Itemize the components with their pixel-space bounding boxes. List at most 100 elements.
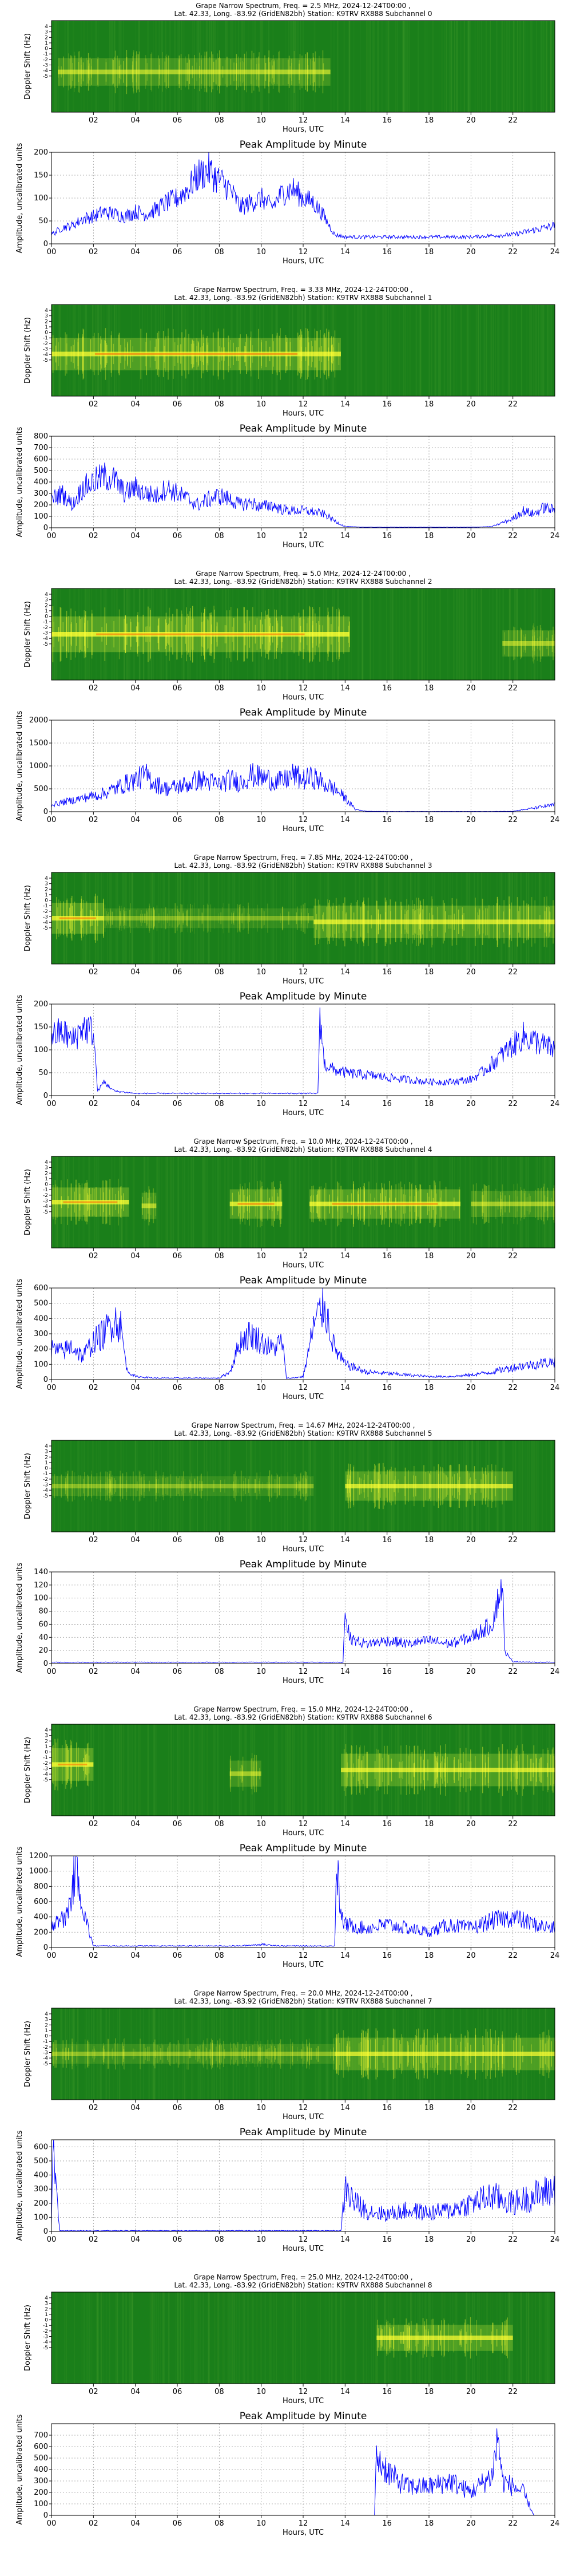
spectrogram-x-tick-label: 18: [424, 2104, 434, 2112]
spectrogram-signal-streak: [236, 1476, 237, 1496]
spectrogram-y-tick-label: 3: [45, 2017, 48, 2023]
amplitude-x-tick-label: 00: [47, 1668, 57, 1676]
spectrogram-signal-streak: [264, 911, 265, 925]
spectrogram-texture: [96, 305, 97, 396]
spectrogram-texture: [292, 21, 294, 112]
spectrogram-y-label: Doppler Shift (Hz): [23, 317, 32, 384]
spectrogram-texture: [252, 1440, 254, 1532]
spectrogram-texture: [403, 305, 404, 396]
spectrogram-texture: [69, 2008, 70, 2100]
spectrogram-texture: [483, 305, 485, 396]
spectrogram-signal-streak: [181, 1481, 182, 1491]
spectrogram-signal-streak: [61, 1474, 62, 1498]
spectrogram-texture: [390, 588, 391, 680]
spectrogram-texture: [449, 305, 451, 396]
spectrogram-texture: [456, 21, 458, 112]
spectrogram-texture: [226, 2008, 227, 2100]
spectrogram-texture: [288, 1156, 291, 1248]
spectrogram-texture: [184, 21, 185, 112]
spectrogram-texture: [288, 2008, 290, 2100]
spectrogram-texture: [173, 1724, 174, 1816]
spectrogram-texture: [409, 305, 411, 396]
spectrogram-texture: [442, 21, 443, 112]
spectrogram-y-tick-label: 1: [45, 2028, 48, 2034]
spectrogram-texture: [287, 1440, 289, 1532]
spectrogram-texture: [475, 305, 477, 396]
spectrogram-signal-streak: [257, 904, 258, 932]
spectrogram-texture: [208, 872, 210, 964]
spectrogram-texture: [63, 1440, 65, 1532]
spectrogram-signal-streak: [54, 1474, 55, 1498]
spectrogram-texture: [249, 872, 251, 964]
spectrogram-texture: [115, 2292, 117, 2384]
spectrogram-signal-streak: [110, 1479, 112, 1494]
spectrogram-texture: [490, 305, 491, 396]
spectrogram-texture: [170, 1724, 172, 1816]
spectrogram-texture: [387, 872, 390, 964]
amplitude-x-label: Hours, UTC: [283, 257, 324, 266]
spectrogram-texture: [54, 21, 56, 112]
spectrogram-texture: [535, 588, 537, 680]
spectrogram-texture: [232, 872, 234, 964]
spectrogram-signal-core: [58, 69, 331, 74]
spectrogram-x-tick-label: 02: [89, 2104, 98, 2112]
amplitude-x-tick-label: 20: [466, 532, 476, 540]
spectrogram-texture: [406, 21, 407, 112]
amplitude-x-tick-label: 22: [508, 532, 518, 540]
spectrogram-signal-streak: [301, 2049, 302, 2059]
spectrogram-texture: [507, 872, 509, 964]
amplitude-x-tick-label: 02: [89, 1100, 98, 1108]
spectrogram-texture: [503, 21, 506, 112]
spectrogram-texture: [236, 2292, 237, 2384]
spectrogram-texture: [130, 2292, 132, 2384]
spectrogram-texture: [233, 2008, 234, 2100]
amplitude-y-tick-label: 200: [34, 1000, 48, 1009]
spectrogram-texture: [171, 1156, 172, 1248]
amplitude-x-tick-label: 02: [89, 1951, 98, 1960]
spectrogram-y-tick-label: 0: [45, 2318, 48, 2324]
spectrogram-signal-streak: [179, 1476, 181, 1496]
spectrogram-texture: [373, 21, 375, 112]
spectrogram-texture: [110, 305, 112, 396]
spectrogram-texture: [189, 1440, 190, 1532]
spectrogram-texture: [454, 21, 455, 112]
amplitude-y-tick-label: 200: [34, 1928, 48, 1937]
spectrogram-texture: [316, 305, 319, 396]
spectrogram-signal-streak: [91, 1471, 92, 1502]
spectrogram-signal-core: [341, 1768, 555, 1772]
spectrogram-signal-streak: [272, 2042, 273, 2065]
spectrogram-panel-7: Grape Narrow Spectrum, Freq. = 20.0 MHz,…: [23, 1989, 556, 2121]
spectrogram-texture: [420, 305, 421, 396]
spectrogram-signal-streak: [554, 1760, 556, 1780]
spectrogram-x-tick-label: 08: [214, 116, 224, 125]
spectrogram-texture: [188, 872, 190, 964]
spectrogram-texture: [260, 21, 261, 112]
spectrogram-texture: [97, 2292, 99, 2384]
spectrogram-signal-streak: [167, 2047, 168, 2061]
spectrogram-texture: [268, 21, 269, 112]
amplitude-title: Peak Amplitude by Minute: [240, 1843, 367, 1854]
spectrogram-texture: [188, 1724, 190, 1816]
spectrogram-signal-streak: [156, 1471, 157, 1502]
spectrogram-texture: [106, 2292, 107, 2384]
spectrogram-texture: [534, 588, 535, 680]
spectrogram-texture: [434, 305, 435, 396]
spectrogram-texture: [153, 2008, 154, 2100]
amplitude-y-tick-label: 200: [34, 148, 48, 157]
spectrogram-texture: [217, 2292, 219, 2384]
spectrogram-texture: [534, 1440, 535, 1532]
amplitude-title: Peak Amplitude by Minute: [240, 139, 367, 151]
spectrogram-texture: [303, 2292, 305, 2384]
spectrogram-signal-streak: [279, 1476, 280, 1496]
spectrogram-texture: [160, 872, 161, 964]
amplitude-x-tick-label: 18: [424, 2519, 434, 2528]
amplitude-y-label: Amplitude, uncalibrated units: [15, 143, 24, 253]
spectrogram-signal-streak: [199, 1480, 201, 1492]
spectrogram-texture: [161, 2008, 162, 2100]
spectrogram-signal-streak: [126, 1480, 128, 1492]
spectrogram-texture: [492, 305, 494, 396]
spectrogram-signal-core: [51, 2052, 335, 2056]
spectrogram-texture: [251, 2292, 253, 2384]
spectrogram-signal-streak: [107, 914, 109, 923]
spectrogram-texture: [295, 2008, 296, 2100]
